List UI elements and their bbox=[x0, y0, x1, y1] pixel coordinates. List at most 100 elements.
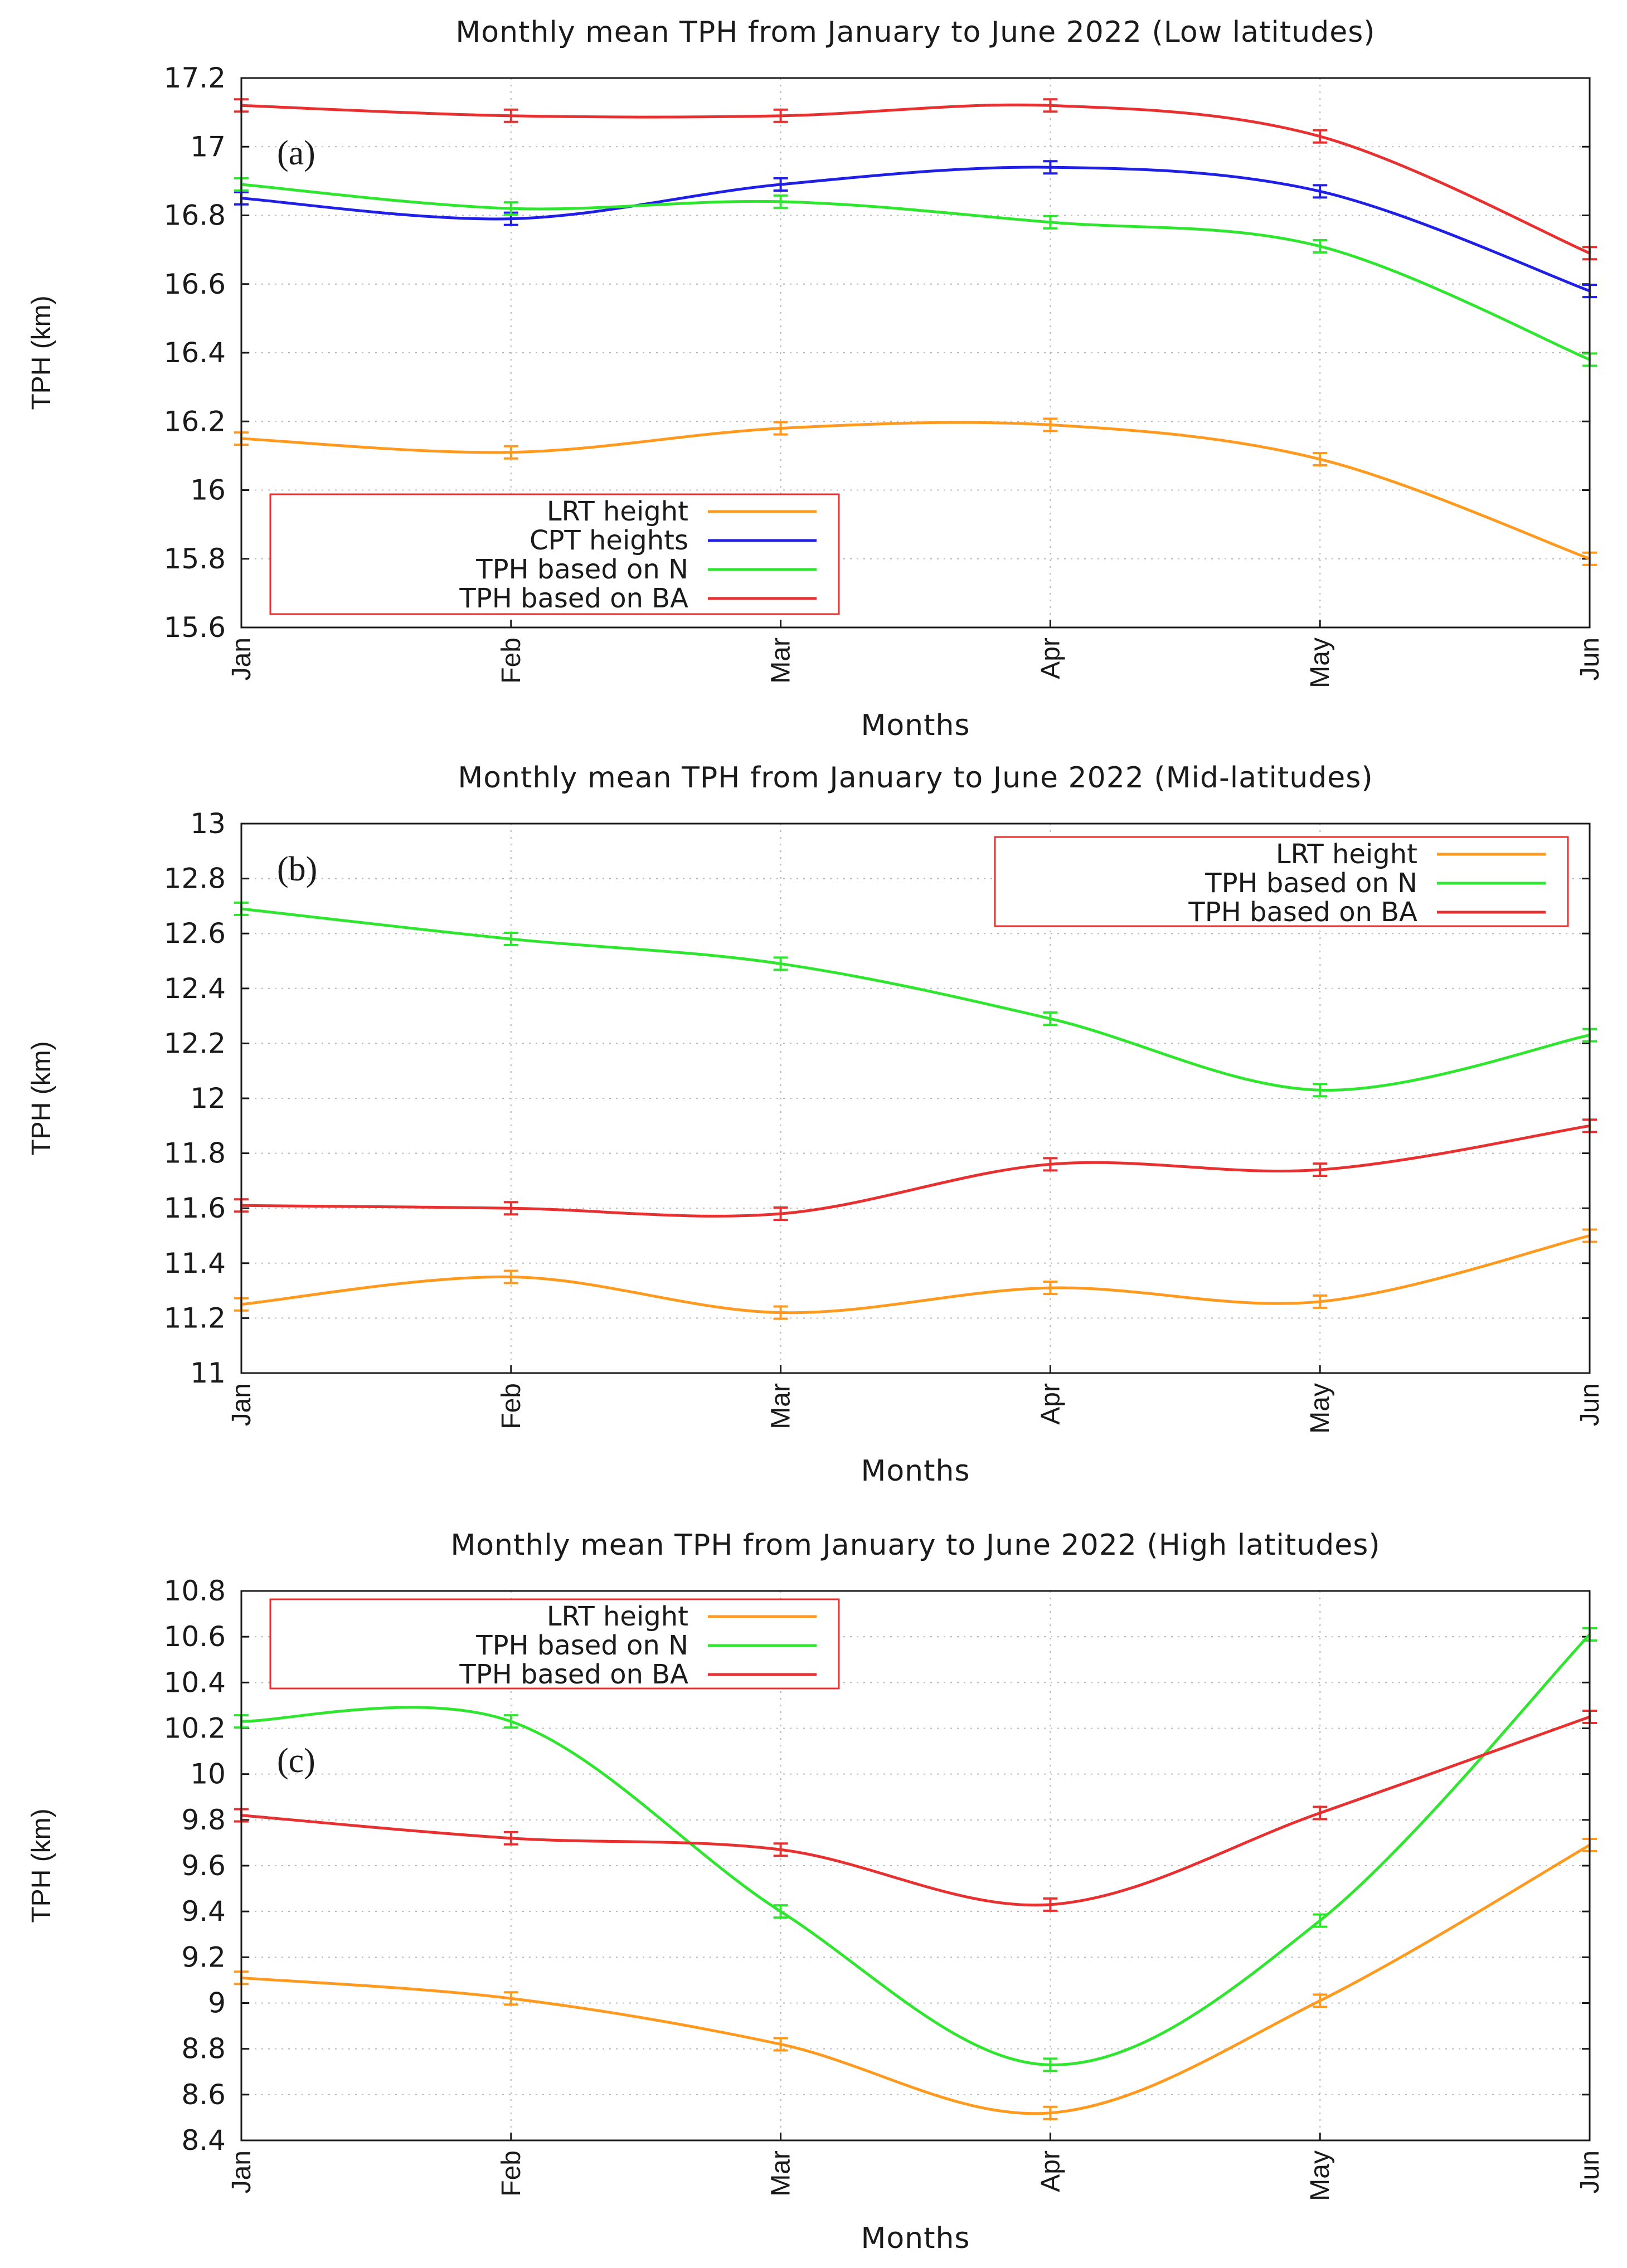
panel-a-xtick-label-feb: Feb bbox=[497, 637, 526, 684]
panel-c-ytick-label: 9.6 bbox=[181, 1850, 226, 1882]
panel-a-legend-lrt-height-label: LRT height bbox=[547, 496, 688, 527]
panel-c-xtick-label-may: May bbox=[1305, 2150, 1335, 2201]
panel-b-series-lrt-height-line bbox=[240, 1234, 1591, 1315]
panel-a-series-lrt-height-line bbox=[240, 421, 1591, 561]
panel-b-legend-lrt-height-label: LRT height bbox=[1276, 839, 1417, 870]
panel-c-series-lrt-height-point-may bbox=[1313, 1993, 1328, 2008]
panel-b-title: Monthly mean TPH from January to June 20… bbox=[458, 761, 1373, 795]
panel-b-series-tph-based-on-n-line bbox=[240, 907, 1591, 1092]
panel-a-series-cpt-heights-line bbox=[240, 166, 1591, 293]
panel-c-series-tph-based-on-n-point-feb bbox=[503, 1714, 518, 1729]
panel-c-ytick-label: 9.8 bbox=[181, 1804, 226, 1836]
panel-a-ytick-label: 16.4 bbox=[164, 337, 226, 369]
panel-a-title: Monthly mean TPH from January to June 20… bbox=[455, 16, 1375, 49]
panel-a-series-cpt-heights-point-apr bbox=[1043, 160, 1058, 175]
panel-a-series-tph-based-on-n-line bbox=[240, 183, 1591, 361]
panel-b-ytick-label: 11.8 bbox=[164, 1137, 226, 1170]
panel-a-legend-tph-based-on-n-label: TPH based on N bbox=[475, 554, 688, 585]
panel-c-xtick-label-apr: Apr bbox=[1036, 2150, 1065, 2192]
panel-b-ytick-label: 13 bbox=[190, 807, 226, 840]
panel-a-series-lrt-height-point-mar bbox=[773, 421, 788, 436]
panel-b-xtick-label-apr: Apr bbox=[1036, 1383, 1065, 1425]
panel-a-ytick-label: 17.2 bbox=[164, 62, 226, 94]
panel-b-ytick-label: 12 bbox=[190, 1082, 226, 1114]
panel-b-series-tph-based-on-n-point-mar bbox=[773, 956, 788, 971]
panel-a-series-tph-based-on-n bbox=[234, 177, 1597, 367]
panel-b-xtick-label-may: May bbox=[1305, 1383, 1335, 1434]
panel-c-letter: (c) bbox=[277, 1742, 315, 1780]
panel-b-ytick-label: 11.2 bbox=[164, 1302, 226, 1334]
panel-c-ytick-label: 10.2 bbox=[164, 1712, 226, 1745]
panel-a-series-lrt-height-point-feb bbox=[503, 445, 518, 460]
panel-a-series-tph-based-on-n-point-feb bbox=[503, 201, 518, 216]
panel-b-series-lrt-height-point-mar bbox=[773, 1305, 788, 1320]
panel-a-ytick-label: 16.2 bbox=[164, 405, 226, 437]
panel-c-series-lrt-height bbox=[234, 1838, 1597, 2120]
panel-b-series-tph-based-on-ba-point-feb bbox=[503, 1201, 518, 1216]
panel-a-legend-box bbox=[269, 493, 840, 615]
panel-a-letter: (a) bbox=[277, 134, 315, 172]
panel-b-letter: (b) bbox=[277, 850, 317, 888]
panel-b-series-tph-based-on-n bbox=[234, 901, 1597, 1098]
panel-c-ytick-label: 10.6 bbox=[164, 1620, 226, 1653]
panel-c-series-tph-based-on-n-line bbox=[240, 1633, 1591, 2066]
panel-c-series-lrt-height-point-mar bbox=[773, 2037, 788, 2052]
panel-a-xtick-label-jun: Jun bbox=[1575, 637, 1605, 680]
panel-c-title: Monthly mean TPH from January to June 20… bbox=[450, 1529, 1380, 1562]
panel-a-xtick-label-apr: Apr bbox=[1036, 637, 1065, 679]
panel-b-series-lrt-height bbox=[234, 1228, 1597, 1320]
panel-b-xtick-label-jun: Jun bbox=[1575, 1383, 1605, 1426]
panel-a-ylabel: TPH (km) bbox=[27, 295, 56, 410]
panel-a-ytick-label: 16 bbox=[190, 474, 226, 507]
panel-c-series-tph-based-on-n-point-may bbox=[1313, 1913, 1328, 1928]
panel-c-plot-frame bbox=[240, 1590, 1591, 2142]
panel-c-xtick-label-jan: Jan bbox=[227, 2150, 256, 2193]
panel-a-xtick-label-jan: Jan bbox=[227, 637, 256, 680]
panel-a-series-cpt-heights-point-may bbox=[1313, 184, 1328, 199]
panel-a-series-lrt-height bbox=[234, 417, 1597, 566]
panel-c-series-tph-based-on-ba-point-may bbox=[1313, 1805, 1328, 1821]
panel-b-series-tph-based-on-n-point-apr bbox=[1043, 1011, 1058, 1026]
panel-b-xlabel: Months bbox=[861, 1454, 970, 1488]
panel-b-ytick-label: 12.6 bbox=[164, 917, 226, 950]
panel-a-ytick-label: 16.6 bbox=[164, 268, 226, 300]
panel-b-ytick-label: 11.4 bbox=[164, 1247, 226, 1279]
panel-b-series-tph-based-on-ba bbox=[234, 1118, 1597, 1221]
panel-c-legend-tph-based-on-n-label: TPH based on N bbox=[475, 1630, 688, 1661]
panel-a-plot-frame bbox=[240, 77, 1591, 629]
panel-c-ytick-label: 10.8 bbox=[164, 1575, 226, 1607]
panel-c: Monthly mean TPH from January to June 20… bbox=[27, 1529, 1605, 2255]
panel-c-series-lrt-height-point-apr bbox=[1043, 2105, 1058, 2120]
panel-b-xtick-label-jan: Jan bbox=[227, 1383, 256, 1426]
panel-b-series-tph-based-on-ba-point-may bbox=[1313, 1162, 1328, 1177]
panel-b-series-tph-based-on-n-point-may bbox=[1313, 1083, 1328, 1098]
panel-b-series-tph-based-on-ba-point-mar bbox=[773, 1206, 788, 1221]
panel-a-series-lrt-height-point-may bbox=[1313, 452, 1328, 467]
panel-a-xlabel: Months bbox=[861, 709, 970, 742]
panel-a-series-tph-based-on-ba-point-feb bbox=[503, 108, 518, 123]
panel-b-series-tph-based-on-n-point-feb bbox=[503, 932, 518, 947]
panel-b-series-tph-based-on-ba-point-apr bbox=[1043, 1157, 1058, 1172]
panel-a-xtick-label-mar: Mar bbox=[766, 637, 796, 684]
panel-a-series-cpt-heights-point-mar bbox=[773, 177, 788, 192]
panel-c-series-lrt-height-point-feb bbox=[503, 1991, 518, 2006]
panel-a: Monthly mean TPH from January to June 20… bbox=[27, 16, 1605, 742]
panel-a-ytick-label: 15.8 bbox=[164, 543, 226, 575]
panel-c-xlabel: Months bbox=[861, 2222, 970, 2255]
panel-c-series-tph-based-on-n-point-mar bbox=[773, 1904, 788, 1919]
panel-b-ytick-label: 12.4 bbox=[164, 972, 226, 1005]
panel-a-series-tph-based-on-ba-point-mar bbox=[773, 108, 788, 123]
panel-b-ylabel: TPH (km) bbox=[27, 1041, 56, 1155]
panel-b: Monthly mean TPH from January to June 20… bbox=[27, 761, 1605, 1488]
panel-c-series-tph-based-on-ba-line bbox=[240, 1715, 1591, 1907]
panel-c-xtick-label-feb: Feb bbox=[497, 2150, 526, 2197]
panel-c-ytick-label: 9.2 bbox=[181, 1941, 226, 1973]
panel-c-ytick-label: 9 bbox=[208, 1987, 226, 2019]
panel-a-series-tph-based-on-ba-point-may bbox=[1313, 129, 1328, 144]
panel-a-ytick-label: 17 bbox=[190, 130, 226, 163]
panel-c-legend-lrt-height-label: LRT height bbox=[547, 1601, 688, 1632]
